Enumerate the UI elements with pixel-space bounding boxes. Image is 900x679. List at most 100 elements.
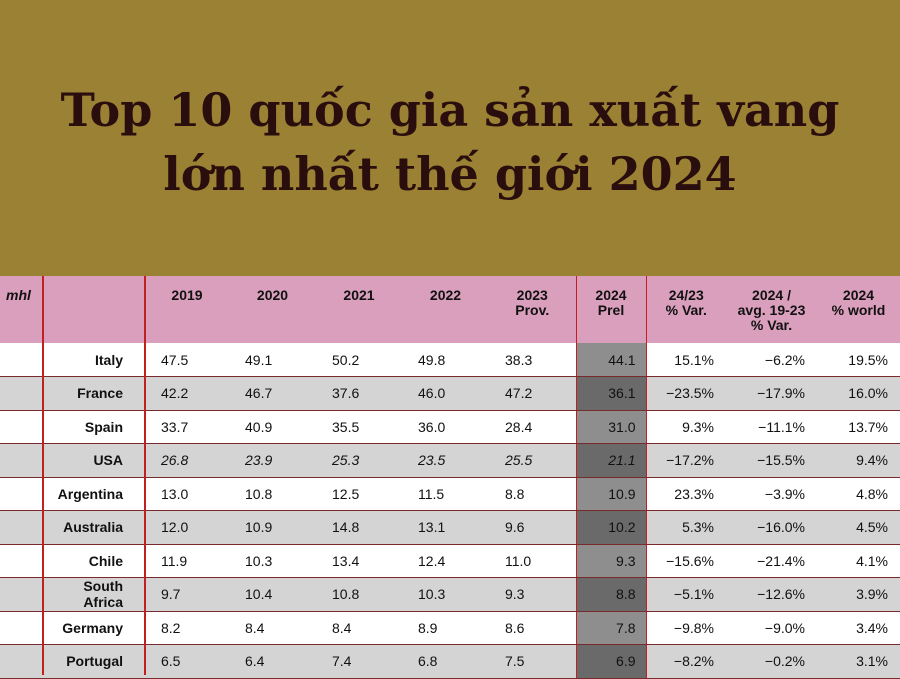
table-cell: 3.9% (817, 577, 900, 612)
table-cell: 37.6 (316, 376, 402, 411)
country-name: France (43, 376, 145, 411)
table-cell: 4.1% (817, 544, 900, 578)
table-cell: 10.4 (229, 577, 316, 612)
table-cell: 40.9 (229, 410, 316, 444)
table-cell: 44.1 (575, 343, 647, 377)
table-cell: −21.4% (726, 544, 817, 578)
table-cell: 49.8 (402, 343, 489, 377)
table-cell: 9.3 (489, 577, 576, 612)
table-cell: 25.3 (316, 443, 402, 478)
table-row: Argentina 13.0 10.8 12.5 11.5 8.8 10.9 23.3% −3.… (0, 477, 900, 511)
table-row: France 42.2 46.7 37.6 46.0 47.2 36.1 −23.5% −17.… (0, 376, 900, 411)
table-row: South Africa 9.7 10.4 10.8 10.3 9.3 8.8 −5.1% −1… (0, 577, 900, 612)
table-row: Italy 47.5 49.1 50.2 49.8 38.3 44.1 15.1% −6.2% 1… (0, 343, 900, 377)
table-cell: 8.4 (229, 611, 316, 645)
table-cell: 6.5 (145, 644, 229, 679)
column-header: 2024 Prel (575, 276, 647, 343)
column-header: 24/23% Var. (665, 287, 707, 318)
table-row: USA 26.8 23.9 25.3 23.5 25.5 21.1 −17.2% −15.5% 9… (0, 443, 900, 478)
table-cell: 6.4 (229, 644, 316, 679)
table-cell: 15.1% (646, 343, 726, 377)
row-spacer (0, 611, 43, 645)
table-cell: 47.2 (489, 376, 576, 411)
column-header: 2019 (171, 287, 203, 303)
table-cell: 10.8 (229, 477, 316, 511)
table-cell: 25.5 (489, 443, 576, 478)
table-cell: 14.8 (316, 510, 402, 545)
row-spacer (0, 343, 43, 377)
table-cell: 33.7 (145, 410, 229, 444)
table-cell: −0.2% (726, 644, 817, 679)
table-cell: 8.9 (402, 611, 489, 645)
table-cell: 7.8 (575, 611, 647, 645)
table-cell: 16.0% (817, 376, 900, 411)
table-cell: 3.1% (817, 644, 900, 679)
table-cell: −9.8% (646, 611, 726, 645)
table-cell: −6.2% (726, 343, 817, 377)
country-name: South Africa (43, 577, 145, 612)
table-cell: 5.3% (646, 510, 726, 545)
table-body: Italy 47.5 49.1 50.2 49.8 38.3 44.1 15.1% −6.2% 1… (0, 343, 900, 679)
table-cell: 47.5 (145, 343, 229, 377)
table-cell: 31.0 (575, 410, 647, 444)
table-cell: 7.4 (316, 644, 402, 679)
table-cell: 36.1 (575, 376, 647, 411)
column-header: 2024% world (831, 287, 886, 318)
column-header: 2024 /avg. 19-23% Var. (737, 287, 806, 333)
page-title: Top 10 quốc gia sản xuất vang lớn nhất t… (0, 78, 900, 206)
table-cell: −17.9% (726, 376, 817, 411)
table-cell: −11.1% (726, 410, 817, 444)
table-row: Portugal 6.5 6.4 7.4 6.8 7.5 6.9 −8.2% −0.2% 3.1% (0, 644, 900, 679)
table-cell: 13.7% (817, 410, 900, 444)
table-row: Germany 8.2 8.4 8.4 8.9 8.6 7.8 −9.8% −9.0% 3.4% (0, 611, 900, 645)
table-cell: −5.1% (646, 577, 726, 612)
row-spacer (0, 410, 43, 444)
table-cell: 42.2 (145, 376, 229, 411)
table-cell: 10.2 (575, 510, 647, 545)
table-cell: 12.0 (145, 510, 229, 545)
title-line-1: Top 10 quốc gia sản xuất vang (60, 83, 840, 137)
country-name: Chile (43, 544, 145, 578)
table-cell: −12.6% (726, 577, 817, 612)
country-name: Spain (43, 410, 145, 444)
table-cell: 35.5 (316, 410, 402, 444)
table-cell: −23.5% (646, 376, 726, 411)
table-cell: 19.5% (817, 343, 900, 377)
table-cell: 21.1 (575, 443, 647, 478)
table-cell: 3.4% (817, 611, 900, 645)
table-cell: −15.6% (646, 544, 726, 578)
column-header: 2022 (429, 287, 462, 303)
table-cell: 13.0 (145, 477, 229, 511)
column-header: 2021 (343, 287, 375, 303)
row-spacer (0, 644, 43, 679)
table-cell: 11.0 (489, 544, 576, 578)
table-cell: 9.4% (817, 443, 900, 478)
table-cell: 26.8 (145, 443, 229, 478)
table-cell: 23.9 (229, 443, 316, 478)
column-header: 2020 (256, 287, 289, 303)
table-cell: 9.3% (646, 410, 726, 444)
table-cell: −16.0% (726, 510, 817, 545)
table-header-row: mhl 2019 2020 2021 2022 2023 Prov. 2024 Prel 24/… (0, 276, 900, 343)
table-cell: 28.4 (489, 410, 576, 444)
divider-line (144, 276, 146, 675)
table-cell: 8.8 (575, 577, 647, 612)
row-spacer (0, 376, 43, 411)
country-name: Germany (43, 611, 145, 645)
row-spacer (0, 477, 43, 511)
table-cell: 36.0 (402, 410, 489, 444)
table-cell: 12.4 (402, 544, 489, 578)
table-cell: 46.0 (402, 376, 489, 411)
table-cell: −8.2% (646, 644, 726, 679)
divider-line (42, 276, 44, 675)
table-cell: 6.9 (575, 644, 647, 679)
table-cell: 10.3 (402, 577, 489, 612)
table-cell: 7.5 (489, 644, 576, 679)
table-cell: 13.1 (402, 510, 489, 545)
country-name: Australia (43, 510, 145, 545)
unit-label: mhl (6, 287, 31, 303)
table-cell: 9.3 (575, 544, 647, 578)
table-cell: 4.8% (817, 477, 900, 511)
table-cell: 38.3 (489, 343, 576, 377)
row-spacer (0, 544, 43, 578)
